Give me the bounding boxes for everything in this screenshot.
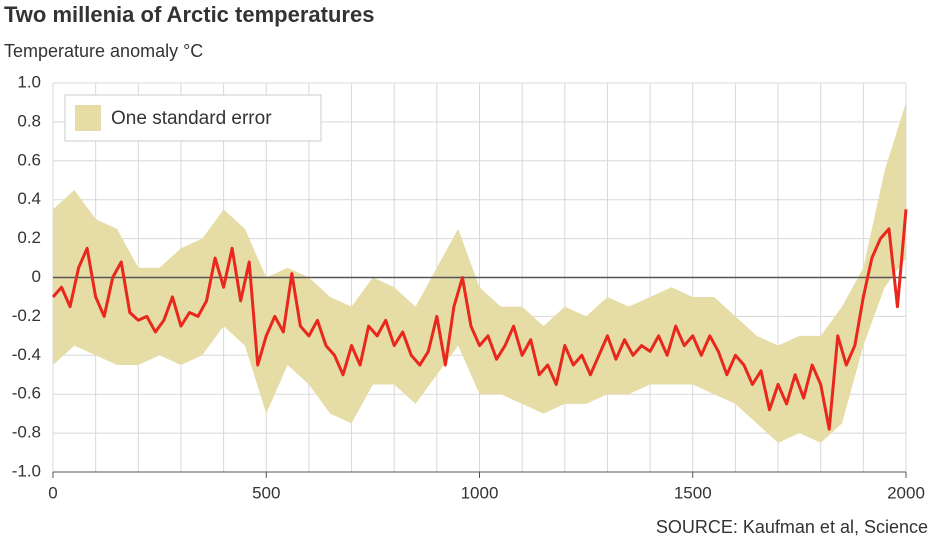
y-tick-label: -0.8: [12, 423, 41, 442]
y-tick-label: 0.8: [17, 111, 41, 130]
source: SOURCE: Kaufman et al, Science: [656, 517, 928, 537]
y-tick-label: -0.2: [12, 306, 41, 325]
error-band: [53, 102, 906, 443]
x-tick-label: 2000: [887, 483, 925, 502]
y-tick-label: 0: [32, 267, 41, 286]
y-tick-label: -1.0: [12, 461, 41, 480]
legend-box: [64, 94, 322, 142]
y-tick-label: 1.0: [17, 72, 41, 91]
temperature-line: [51, 209, 908, 431]
y-tick-label: -0.4: [12, 345, 41, 364]
y-tick-label: 0.4: [17, 189, 41, 208]
y-tick-label: 0.6: [17, 150, 41, 169]
x-tick-label: 1500: [674, 483, 712, 502]
legend-swatch: [75, 105, 101, 131]
y-tick-label: -0.6: [12, 384, 41, 403]
x-tick-label: 0: [48, 483, 57, 502]
legend-label: One standard error: [111, 108, 272, 129]
chart-subtitle: Temperature anomaly °C: [4, 41, 203, 61]
x-tick-label: 1000: [461, 483, 499, 502]
x-tick-label: 500: [252, 483, 280, 502]
chart-title: Two millenia of Arctic temperatures: [4, 2, 374, 27]
y-tick-label: 0.2: [17, 228, 41, 247]
